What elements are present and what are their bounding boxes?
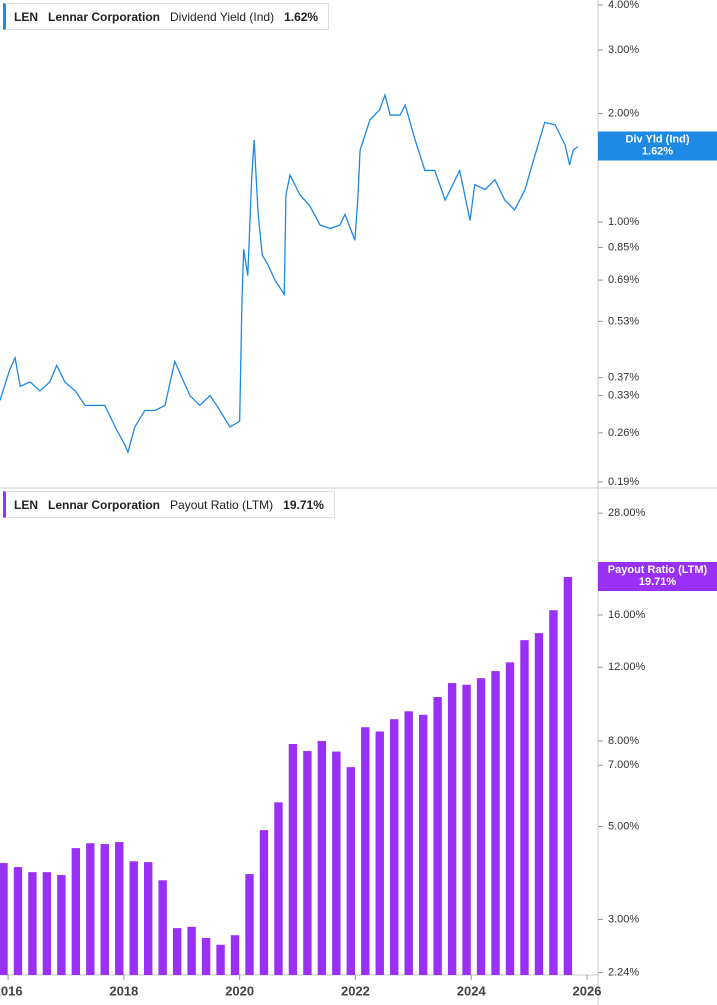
bar [390,719,399,975]
legend-header: LEN Lennar Corporation Dividend Yield (I… [3,3,330,30]
y-tick-label: 8.00% [608,735,639,747]
bar [288,743,298,975]
y-tick-label: 0.69% [608,274,639,286]
bar [245,874,254,975]
bar [129,861,138,975]
bar [0,863,8,975]
tag-value: 1.62% [642,145,673,157]
y-tick-label: 16.00% [608,609,646,621]
bar [42,872,52,975]
series-title: Payout Ratio (LTM) [170,497,274,512]
bar [57,874,66,975]
y-tick-label: 0.19% [608,476,639,488]
ticker: LEN [14,9,38,24]
bar [172,928,182,975]
bar [317,741,327,975]
ticker: LEN [14,497,38,512]
legend-header: LEN Lennar Corporation Payout Ratio (LTM… [3,491,335,518]
y-tick-label: 5.00% [608,820,639,832]
y-tick-label: 0.53% [608,315,639,327]
bar [491,671,500,975]
y-tick-label: 0.85% [608,241,639,253]
tag-title: Payout Ratio (LTM) [608,564,708,576]
bar [230,935,240,975]
x-tick-label: 2018 [109,983,138,998]
bar [462,684,471,975]
bar [332,751,341,975]
x-tick-label: 2024 [457,983,487,998]
bar [534,633,544,975]
bar [447,683,457,975]
bar [259,830,269,975]
bar [520,640,529,975]
y-tick-label: 3.00% [608,913,639,925]
bar [418,714,428,975]
bar [433,696,442,975]
tag-title: Div Yld (Ind) [626,133,690,145]
last-value: 1.62% [284,9,319,24]
bar [274,802,283,975]
last-value: 19.71% [283,497,324,512]
company: Lennar Corporation [48,9,161,24]
bar [346,767,356,975]
bar [404,711,413,975]
bar [476,678,486,975]
y-tick-label: 0.33% [608,389,639,401]
bar [375,731,384,975]
company: Lennar Corporation [48,497,161,512]
x-tick-label: 2016 [0,983,23,998]
bar [100,844,109,975]
y-tick-label: 0.26% [608,427,639,439]
bar [144,862,153,975]
bar [115,842,124,975]
bar [505,662,515,975]
y-tick-label: 2.00% [608,107,639,119]
series-title: Dividend Yield (Ind) [170,9,275,24]
bar [28,872,37,975]
last-value-tag [598,562,717,592]
bar [361,727,370,975]
last-value-tag [598,131,717,161]
bar [71,848,81,975]
y-tick-label: 2.24% [608,966,639,978]
y-tick-label: 7.00% [608,759,639,771]
y-tick-label: 0.37% [608,372,639,384]
bar [563,577,573,975]
y-tick-label: 4.00% [608,0,639,11]
tag-value: 19.71% [639,576,677,588]
bar [158,880,167,975]
bar [303,751,312,975]
x-tick-label: 2022 [341,983,370,998]
bar [86,843,95,975]
y-tick-label: 28.00% [608,507,646,519]
line-series [0,92,579,455]
y-tick-label: 1.00% [608,216,639,228]
bar [201,937,211,975]
bar [13,867,23,975]
x-tick-label: 2026 [573,983,602,998]
x-tick-label: 2020 [225,983,254,998]
bar [549,610,558,975]
bar [216,944,225,975]
bar [187,926,196,975]
y-tick-label: 12.00% [608,661,646,673]
y-tick-label: 3.00% [608,44,639,56]
